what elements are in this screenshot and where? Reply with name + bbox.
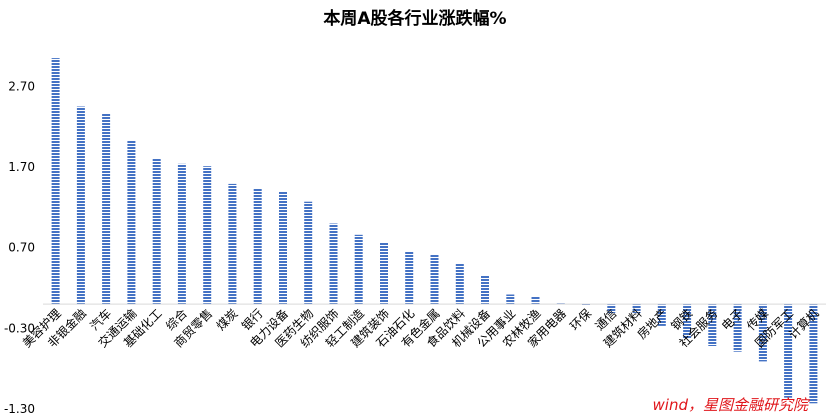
bar <box>481 275 489 305</box>
y-tick-label: -0.30 <box>4 321 35 335</box>
bar <box>531 296 540 305</box>
bar <box>455 263 464 305</box>
bar <box>632 304 641 313</box>
bar <box>733 304 742 352</box>
x-axis: 美容护理非银金融汽车交通运输基础化工综合商贸零售煤炭银行电力设备医药生物纺织服饰… <box>19 306 821 351</box>
bar <box>607 304 616 313</box>
bar <box>76 106 85 305</box>
y-tick-label: 1.70 <box>8 160 35 174</box>
x-tick-label: 电子 <box>719 306 746 333</box>
y-tick-label: 2.70 <box>8 79 35 93</box>
bar <box>177 163 186 305</box>
x-tick-label: 煤炭 <box>214 306 241 333</box>
bar <box>582 304 590 306</box>
bar <box>430 254 439 305</box>
bar <box>102 113 111 305</box>
bar <box>683 304 692 339</box>
y-tick-label: -1.30 <box>4 402 35 416</box>
bar <box>758 304 767 362</box>
bar <box>127 140 136 305</box>
chart-title: 本周A股各行业涨跌幅% <box>323 8 506 29</box>
y-tick-label: 0.70 <box>8 241 35 255</box>
bar <box>405 251 414 305</box>
bar <box>506 294 515 305</box>
source-note: wind，星图金融研究院 <box>653 396 810 414</box>
bar <box>784 304 793 398</box>
bar <box>203 166 212 305</box>
bar <box>657 304 666 326</box>
bar <box>304 201 313 305</box>
bar <box>279 191 287 305</box>
y-axis: -1.30 -0.30 0.70 1.70 2.70 <box>4 79 35 416</box>
bars-group <box>51 58 818 404</box>
bar <box>708 304 717 346</box>
bar <box>329 223 338 305</box>
bar <box>152 158 161 305</box>
bar <box>228 183 237 305</box>
bar <box>253 188 262 305</box>
bar <box>809 304 818 404</box>
x-tick-label: 环保 <box>567 306 594 333</box>
bar <box>380 242 388 305</box>
bar <box>354 234 363 305</box>
bar <box>51 58 60 305</box>
